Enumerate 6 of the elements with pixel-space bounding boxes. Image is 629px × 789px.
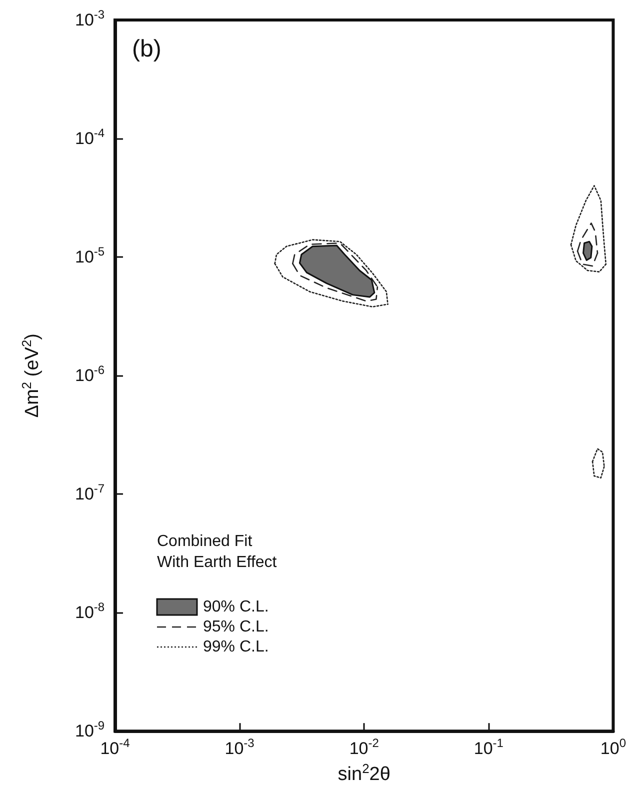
legend-title: Combined Fit With Earth Effect	[157, 533, 278, 571]
legend-label: 99% C.L.	[203, 638, 269, 656]
y-axis-title: Δm2 (eV2)	[19, 333, 43, 418]
legend-label: 90% C.L.	[203, 598, 269, 616]
legend-label: 95% C.L.	[203, 618, 269, 636]
text: (b)	[132, 36, 162, 62]
